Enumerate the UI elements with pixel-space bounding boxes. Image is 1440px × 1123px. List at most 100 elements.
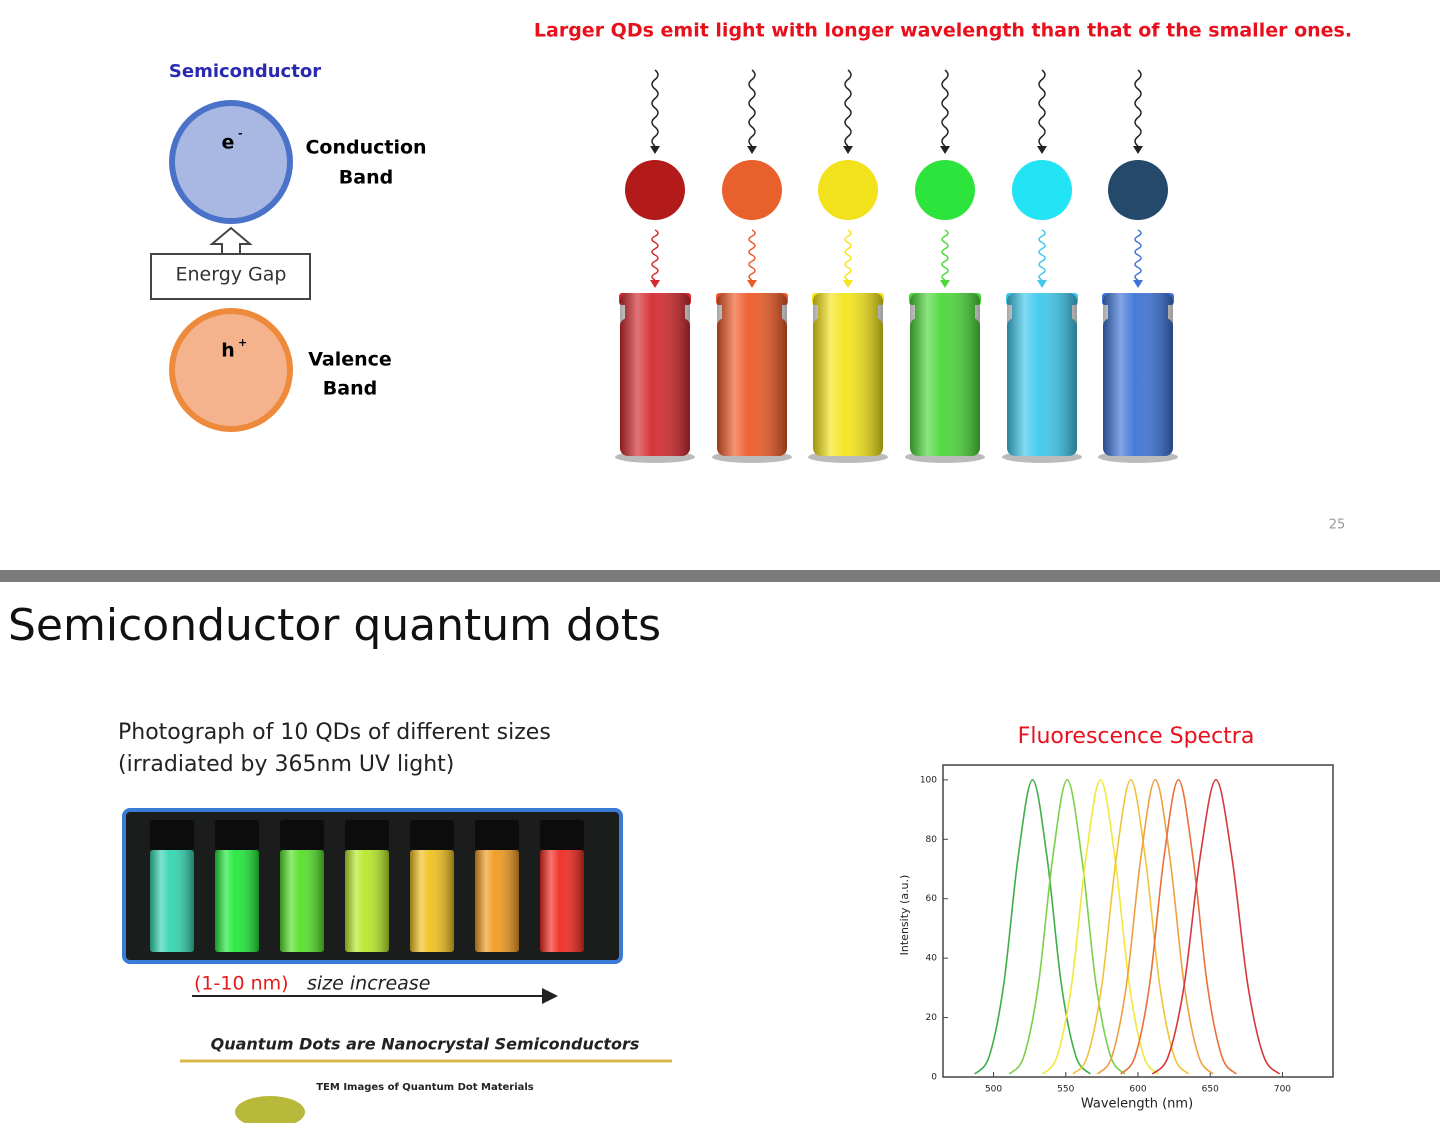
photo-vials — [150, 820, 584, 952]
x-tick-label: 700 — [1274, 1085, 1291, 1095]
x-axis-label: Wavelength (nm) — [1081, 1097, 1193, 1112]
x-tick-label: 650 — [1202, 1085, 1219, 1095]
arrow-head — [1133, 146, 1143, 154]
arrow-head — [843, 146, 853, 154]
vial-cap — [215, 820, 259, 850]
label: Valence — [308, 349, 392, 371]
arrow-head — [650, 146, 660, 154]
y-tick-label: 20 — [926, 1013, 938, 1023]
valence-band — [169, 308, 293, 432]
label: Semiconductor — [169, 61, 321, 82]
slide-title: Larger QDs emit light with longer wavele… — [534, 20, 1352, 42]
wave-arrow — [941, 69, 949, 147]
arrow-head — [843, 280, 853, 288]
vial-shine — [620, 293, 690, 456]
vial-cap — [280, 820, 324, 850]
vial-cap — [150, 820, 194, 850]
vial-shine — [410, 850, 454, 952]
caption: (irradiated by 365nm UV light) — [118, 752, 454, 777]
arrow-head — [1037, 280, 1047, 288]
x-tick-label: 600 — [1129, 1085, 1146, 1095]
vial-shine — [910, 293, 980, 456]
quantum-dot — [1108, 160, 1168, 220]
caption: Photograph of 10 QDs of different sizes — [118, 720, 551, 745]
quantum-dot — [1012, 160, 1072, 220]
spectrum-line — [1096, 779, 1214, 1075]
quantum-dot — [915, 160, 975, 220]
wave-arrow — [651, 69, 659, 147]
vial-shine — [813, 293, 883, 456]
label: Conduction — [305, 137, 426, 159]
wave-arrow — [844, 69, 852, 147]
y-tick-label: 0 — [931, 1073, 937, 1083]
arrow-head — [940, 146, 950, 154]
vial-shine — [280, 850, 324, 952]
electron: e — [222, 132, 235, 154]
arrow-head — [1133, 280, 1143, 288]
spectrum-line — [1042, 779, 1159, 1075]
qd-row — [615, 69, 1178, 463]
y-tick-label: 80 — [926, 835, 938, 845]
slide-title: Semiconductor quantum dots — [8, 600, 661, 651]
wave-arrow — [941, 229, 949, 281]
vial-shine — [1007, 293, 1077, 456]
vial-cap — [540, 820, 584, 850]
label: size increase — [307, 973, 430, 995]
arrow-head — [650, 280, 660, 288]
arrow-head — [747, 280, 757, 288]
chart: 500 550 600 650 700 0 20 40 60 80 100 — [920, 775, 1291, 1094]
quantum-dot — [722, 160, 782, 220]
wave-arrow — [844, 229, 852, 281]
y-tick-label: 60 — [926, 894, 938, 904]
vial-shine — [475, 850, 519, 952]
wave-arrow — [748, 69, 756, 147]
label: Energy Gap — [176, 264, 287, 286]
conduction-band — [169, 100, 293, 224]
spectrum-line — [1120, 779, 1237, 1075]
vial-shine — [150, 850, 194, 952]
chart-title: Fluorescence Spectra — [1018, 724, 1255, 749]
wave-arrow — [1134, 69, 1142, 147]
vial-cap — [410, 820, 454, 850]
spectrum-line — [1072, 779, 1190, 1075]
vial-shine — [215, 850, 259, 952]
label: Band — [323, 378, 377, 400]
spectrum-line — [1151, 779, 1281, 1075]
quantum-dot — [625, 160, 685, 220]
box — [150, 253, 311, 300]
spectrum-line — [974, 779, 1091, 1075]
vial-shine — [345, 850, 389, 952]
subheading: Quantum Dots are Nanocrystal Semiconduct… — [211, 1035, 640, 1054]
wave-arrow — [651, 229, 659, 281]
vial-cap — [475, 820, 519, 850]
y-tick-label: 100 — [920, 775, 937, 785]
hole: h — [221, 340, 235, 362]
vial-shine — [1103, 293, 1173, 456]
divider — [0, 570, 1440, 582]
wave-arrow — [1038, 229, 1046, 281]
electron-sign: - — [238, 127, 243, 140]
vial-shine — [540, 850, 584, 952]
spectrum-line — [1008, 779, 1126, 1075]
y-axis-label: Intensity (a.u.) — [898, 875, 911, 956]
arrow — [209, 226, 253, 255]
y-tick-label: 40 — [926, 954, 938, 964]
hole-sign: + — [238, 336, 247, 349]
x-tick-label: 550 — [1057, 1085, 1074, 1095]
caption: TEM Images of Quantum Dot Materials — [316, 1082, 534, 1093]
wave-arrow — [1134, 229, 1142, 281]
arrow-head — [1037, 146, 1047, 154]
tem-image — [235, 1096, 305, 1123]
wave-arrow — [748, 229, 756, 281]
arrow-head — [747, 146, 757, 154]
quantum-dot — [818, 160, 878, 220]
vial-shine — [717, 293, 787, 456]
label: Band — [339, 167, 393, 189]
page-number: 25 — [1329, 518, 1346, 533]
vial-cap — [345, 820, 389, 850]
plot-frame — [942, 764, 1334, 1078]
arrow-head — [940, 280, 950, 288]
label: (1-10 nm) — [194, 973, 289, 995]
